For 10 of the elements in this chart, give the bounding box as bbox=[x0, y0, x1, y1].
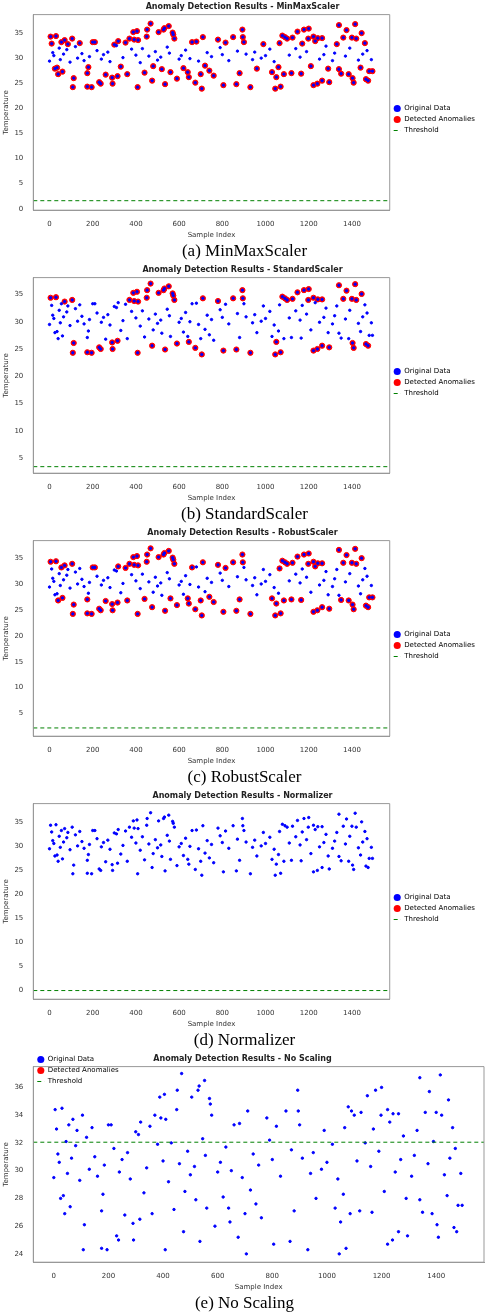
chart-title: Anomaly Detection Results - RobustScaler bbox=[147, 527, 338, 537]
chart-title: Anomaly Detection Results - Normalizer bbox=[152, 790, 333, 800]
chart-title: Anomaly Detection Results - StandardScaler bbox=[142, 264, 343, 274]
text: (b) StandardScaler bbox=[180, 503, 309, 525]
text: (a) MinMaxScaler bbox=[180, 240, 309, 262]
chart-title: Anomaly Detection Results - No Scaling bbox=[153, 1053, 333, 1063]
text: (c) RobustScaler bbox=[186, 766, 303, 788]
chart-title: Anomaly Detection Results - MinMaxScaler bbox=[145, 1, 340, 11]
text: (e) No Scaling bbox=[193, 1292, 296, 1314]
text: (d) Normalizer bbox=[192, 1029, 297, 1051]
